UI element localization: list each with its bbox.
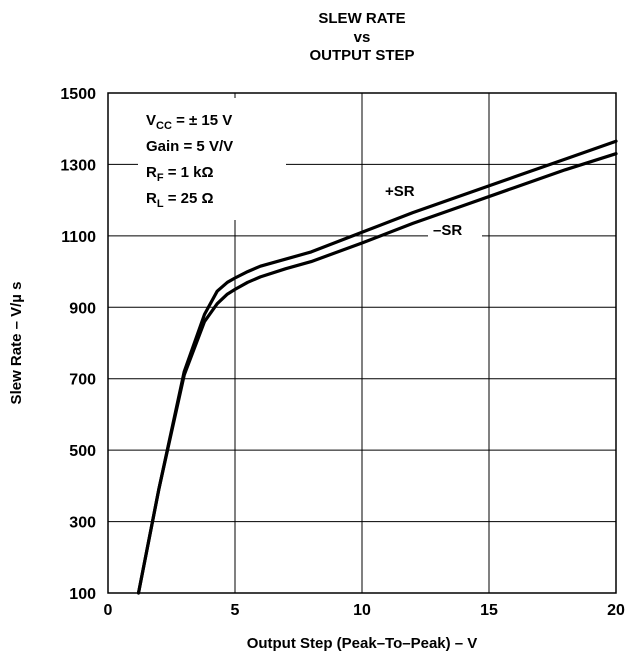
condition-rf: RF = 1 kΩ: [146, 164, 214, 184]
series-label-box-plus: [380, 180, 430, 202]
y-tick-label: 1500: [60, 86, 96, 103]
series-label-plus-sr: +SR: [385, 183, 415, 200]
x-tick-label: 0: [104, 602, 113, 619]
tick-labels: 0 5 10 15 20 100 300 500 700 900 1100 1300 1500: [60, 86, 625, 619]
y-tick-label: 1100: [61, 229, 96, 246]
grid-lines: [108, 93, 616, 593]
condition-gain: Gain = 5 V/V: [146, 138, 233, 155]
chart-title: SLEW RATE vs OUTPUT STEP: [309, 10, 414, 64]
condition-vcc: VCC = ± 15 V: [146, 112, 232, 132]
condition-rl: RL = 25 Ω: [146, 190, 214, 210]
y-tick-label: 100: [69, 586, 96, 603]
series-plus-sr-line: [136, 139, 618, 595]
series-layer: [136, 139, 618, 595]
title-line-2: vs: [354, 29, 371, 46]
x-tick-label: 5: [231, 602, 240, 619]
y-tick-label: 900: [69, 300, 96, 317]
conditions-annotation: VCC = ± 15 V Gain = 5 V/V RF = 1 kΩ RL =…: [146, 112, 233, 210]
x-tick-label: 10: [353, 602, 371, 619]
x-tick-label: 15: [480, 602, 498, 619]
y-tick-label: 700: [69, 372, 96, 389]
title-line-1: SLEW RATE: [318, 10, 405, 27]
annotation-box: [138, 98, 286, 220]
y-tick-label: 500: [69, 443, 96, 460]
series-minus-sr-line: [136, 152, 618, 595]
x-tick-label: 20: [607, 602, 625, 619]
y-tick-label: 1300: [60, 157, 96, 174]
y-tick-label: 300: [69, 515, 96, 532]
series-label-box-minus: [428, 219, 482, 241]
x-axis-label: Output Step (Peak–To–Peak) – V: [247, 635, 478, 652]
plot-frame: [107, 92, 617, 594]
series-label-minus-sr: –SR: [433, 222, 462, 239]
title-line-3: OUTPUT STEP: [309, 47, 414, 64]
y-axis-label: Slew Rate – V/µ s: [8, 282, 25, 405]
